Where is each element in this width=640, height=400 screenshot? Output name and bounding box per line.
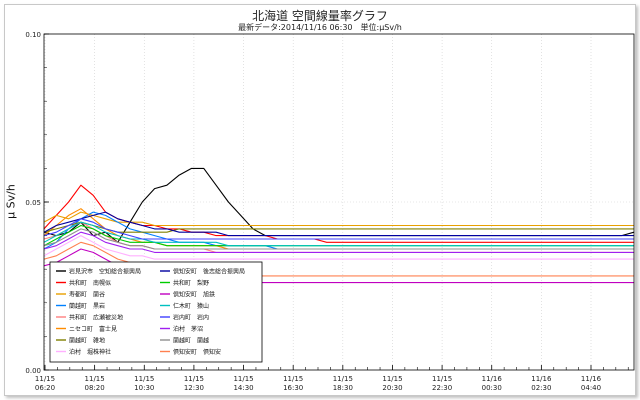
x-tick-label-date: 11/15 <box>134 375 154 383</box>
series-line <box>43 231 634 253</box>
x-tick-label-time: 22:30 <box>432 384 452 392</box>
x-tick-label-time: 18:30 <box>333 384 353 392</box>
legend-label: 仁木町 猿山 <box>173 302 209 310</box>
legend-label: 蘭越町 雑地 <box>69 337 105 345</box>
legend-label: 共和町 南幌似 <box>69 279 111 287</box>
x-tick-label-date: 11/15 <box>184 375 204 383</box>
x-tick-label-date: 11/16 <box>581 375 602 383</box>
x-tick-label-date: 11/15 <box>333 375 353 383</box>
x-tick-label-date: 11/15 <box>382 375 402 383</box>
x-tick-label-time: 12:30 <box>184 384 204 392</box>
series-line <box>43 235 634 260</box>
legend-label: 岩内町 岩内 <box>173 314 209 322</box>
legend-label: 倶知安町 旭鉄 <box>173 291 215 299</box>
chart-subtitle: 最新データ:2014/11/16 06:30 単位:μSv/h <box>238 23 402 32</box>
x-tick-label-time: 08:20 <box>85 384 105 392</box>
legend-label: 泊村 堀株神社 <box>69 348 111 356</box>
y-tick-label: 0.05 <box>25 199 41 207</box>
y-tick-label: 0.10 <box>25 31 41 39</box>
x-tick-label-date: 11/16 <box>482 375 503 383</box>
y-tick-label: 0.00 <box>25 367 41 375</box>
x-tick-label-time: 16:30 <box>283 384 303 392</box>
chart-title: 北海道 空間線量率グラフ <box>252 9 388 23</box>
x-tick-label-time: 20:30 <box>382 384 402 392</box>
x-tick-label-time: 14:30 <box>233 384 253 392</box>
legend-label: 共和町 梨野 <box>173 279 209 287</box>
legend-box <box>49 261 263 363</box>
x-tick-label-time: 04:40 <box>581 384 601 392</box>
legend-label: 岩見沢市 空知総合振興局 <box>69 268 141 276</box>
legend-label: ニセコ町 富士見 <box>69 325 117 333</box>
series-line <box>43 221 634 233</box>
series-line <box>43 211 634 237</box>
legend-label: 倶知安町 倶知安 <box>173 348 221 356</box>
plot-border <box>43 33 635 371</box>
x-tick-label-time: 10:30 <box>134 384 154 392</box>
x-tick-label-time: 06:20 <box>35 384 55 392</box>
x-tick-label-date: 11/16 <box>531 375 552 383</box>
legend-label: 寿都町 蘭谷 <box>69 291 105 299</box>
x-tick-label-date: 11/15 <box>233 375 253 383</box>
x-tick-label-date: 11/15 <box>85 375 105 383</box>
legend-label: 共和町 広瀬被災地 <box>69 314 123 322</box>
legend-label: 蘭越町 黒岩 <box>69 302 105 310</box>
series-line <box>43 211 634 227</box>
x-tick-label-date: 11/15 <box>432 375 452 383</box>
legend-label: 倶知安町 後志総合振興局 <box>173 268 245 276</box>
x-tick-label-date: 11/15 <box>283 375 303 383</box>
x-tick-label-time: 02:30 <box>531 384 551 392</box>
x-tick-label-date: 11/15 <box>35 375 55 383</box>
legend-label: 泊村 茅沼 <box>173 325 203 333</box>
series-line <box>43 218 634 240</box>
series-line <box>43 228 634 250</box>
x-tick-label-time: 00:30 <box>482 384 502 392</box>
legend-label: 蘭越町 蘭越 <box>173 337 209 345</box>
